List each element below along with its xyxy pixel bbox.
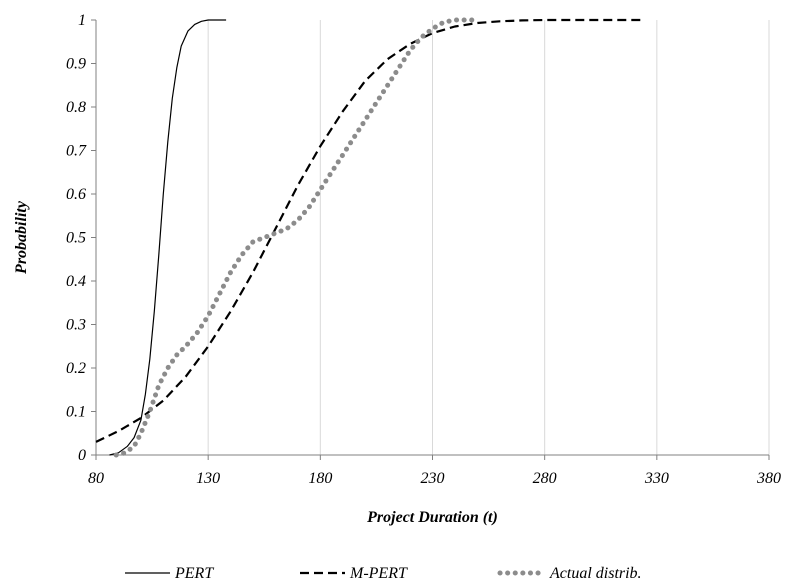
legend-label: PERT	[174, 565, 214, 582]
legend-label: Actual distrib.	[549, 565, 642, 582]
y-tick-label: 0.6	[66, 186, 86, 203]
legend-label: M-PERT	[349, 565, 408, 582]
axes	[91, 19, 770, 460]
y-tick-label: 0	[78, 447, 86, 464]
series-line-m-pert	[95, 18, 642, 443]
x-tick-label: 230	[421, 470, 445, 487]
x-tick-label: 180	[308, 470, 332, 487]
series-line-actual-distrib	[113, 17, 480, 458]
y-tick-label: 0.4	[66, 273, 86, 290]
x-tick-label: 80	[88, 470, 104, 487]
x-axis-title: Project Duration (t)	[366, 509, 498, 526]
y-tick-label: 0.1	[66, 404, 86, 421]
y-tick-label: 0.3	[66, 317, 86, 334]
x-tick-label: 280	[533, 470, 557, 487]
y-tick-label: 0.2	[66, 360, 86, 377]
series-lines	[95, 17, 642, 458]
y-tick-label: 0.9	[66, 56, 86, 73]
y-axis-title: Probability	[13, 200, 30, 275]
x-tick-label: 330	[644, 470, 669, 487]
series-line-pert	[109, 19, 227, 456]
x-tick-label: 380	[756, 470, 781, 487]
y-tick-label: 1	[78, 12, 86, 29]
y-tick-label: 0.8	[66, 99, 86, 116]
grid-lines	[207, 20, 770, 455]
y-tick-label: 0.7	[66, 143, 87, 160]
legend: PERT M-PERT Actual distrib.	[125, 565, 642, 582]
y-tick-label: 0.5	[66, 230, 86, 247]
x-tick-label: 130	[196, 470, 220, 487]
